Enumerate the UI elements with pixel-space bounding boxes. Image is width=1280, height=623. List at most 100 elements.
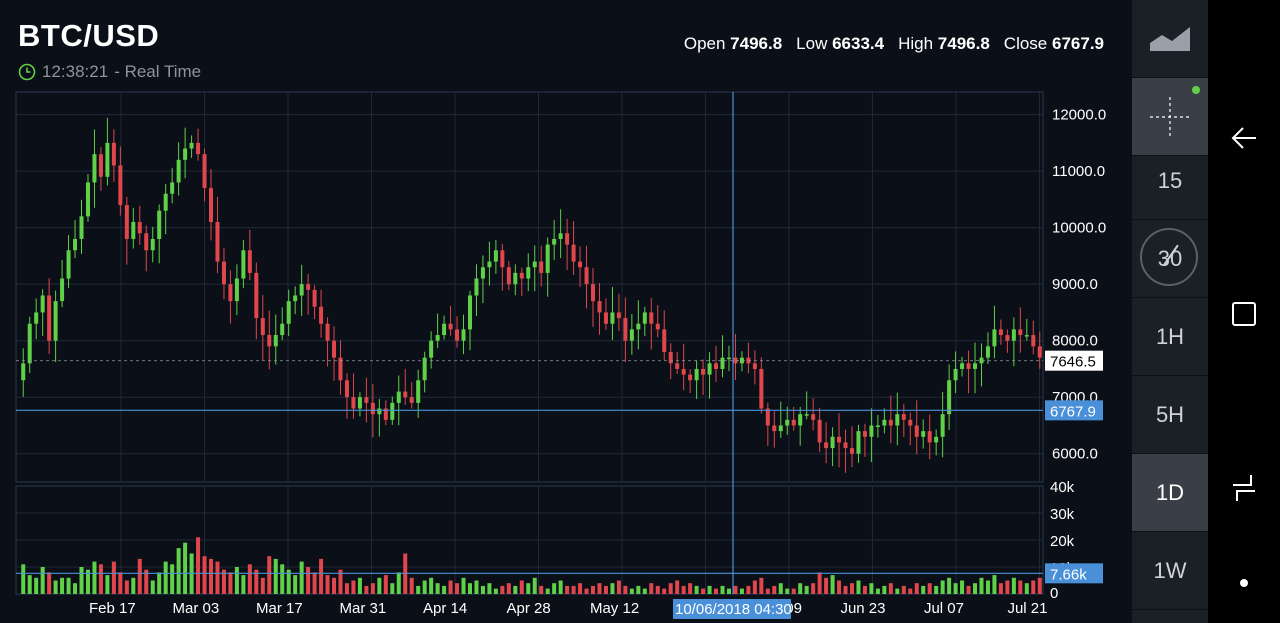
volume-bar [254, 569, 259, 594]
price-tick-label: 6000.0 [1052, 446, 1098, 463]
volume-bar [947, 577, 952, 594]
volume-bar [597, 583, 602, 594]
volume-bar [293, 575, 298, 594]
volume-tick-label: 0 [1050, 585, 1058, 602]
candle-body [1018, 329, 1023, 336]
candle-body [966, 363, 971, 369]
candle-body [526, 267, 531, 279]
volume-bar [118, 572, 123, 594]
volume-bar [558, 580, 563, 594]
volume-bar [1037, 577, 1042, 594]
candle-body [927, 431, 932, 443]
candle-body [798, 414, 803, 426]
home-button[interactable] [1208, 296, 1280, 332]
chart-area[interactable]: 12000.0 11000.0 10000.0 9000.0 8000.0 7000.0 6… [0, 0, 1132, 623]
interval-15[interactable]: 15 [1132, 142, 1208, 220]
price-tick-label: 11000.0 [1052, 163, 1105, 180]
candle-body [183, 148, 188, 160]
volume-bar [280, 564, 285, 594]
nav-dot-button[interactable] [1208, 574, 1280, 592]
candle-body [228, 284, 233, 302]
candle-body [409, 397, 414, 403]
candle-body [759, 368, 764, 409]
volume-bar [105, 575, 110, 594]
interval-30-dial [1140, 228, 1198, 286]
volume-bar [526, 583, 531, 594]
volume-bar [506, 583, 511, 594]
volume-bar [338, 569, 343, 594]
candle-body [144, 233, 149, 251]
volume-bar [357, 577, 362, 594]
time-row: 12:38:21 - Real Time [18, 62, 201, 82]
volume-bar [390, 583, 395, 594]
time-tick-label: Feb 17 [89, 600, 136, 617]
candle-body [286, 301, 291, 324]
current-price-label: 7646.5 [1050, 354, 1096, 371]
candle-body [79, 216, 84, 239]
candle-body [765, 408, 770, 426]
volume-bar [655, 585, 660, 594]
area-chart-icon [1150, 26, 1190, 51]
volume-bar [843, 585, 848, 594]
candle-body [837, 436, 842, 443]
candle-body [895, 414, 900, 426]
volume-bar [759, 577, 764, 594]
chart-type-button[interactable] [1132, 0, 1208, 78]
candle-body [914, 425, 919, 437]
high-value: 7496.8 [937, 34, 990, 53]
volume-bar [927, 583, 932, 594]
volume-bar [202, 556, 207, 594]
price-tick-label: 9000.0 [1052, 276, 1098, 293]
volume-bar [519, 580, 524, 594]
candle-body [908, 419, 913, 426]
candle-body [312, 289, 317, 307]
high-label: High [898, 34, 934, 53]
candle-body [506, 267, 511, 285]
volume-bar [474, 580, 479, 594]
crosshair-button[interactable] [1132, 78, 1208, 156]
candle-body [973, 363, 978, 369]
volume-bar [319, 558, 324, 594]
crosshair-date-label: 10/06/2018 04:30 [675, 601, 792, 618]
crosshair-price-box [1045, 400, 1103, 421]
volume-bar [888, 583, 893, 594]
candle-body [247, 250, 252, 273]
volume-bar [27, 575, 32, 594]
current-price-box [1045, 350, 1103, 371]
volume-bar [66, 577, 71, 594]
candle-body [610, 312, 615, 324]
volume-bar [733, 585, 738, 594]
candle-body [306, 284, 311, 290]
candle-body [267, 335, 272, 347]
interval-1h[interactable]: 1H [1132, 298, 1208, 376]
volume-bar [849, 583, 855, 594]
volume-bar [312, 572, 317, 594]
candle-body [280, 323, 285, 336]
interval-1w[interactable]: 1W [1132, 532, 1208, 610]
volume-bar [1018, 580, 1023, 594]
close-value: 6767.9 [1052, 34, 1104, 53]
recents-button[interactable] [1208, 468, 1280, 508]
candle-body [47, 295, 52, 341]
volume-bar [455, 583, 460, 594]
price-chart[interactable]: 12000.011000.010000.09000.08000.07000.06… [0, 0, 1132, 623]
time-tick-label: Apr 28 [506, 600, 550, 617]
volume-bar [351, 580, 356, 594]
open-value: 7496.8 [730, 34, 783, 53]
volume-bar [85, 569, 90, 594]
candle-body [519, 272, 524, 279]
candle-body [344, 380, 349, 398]
candle-body [124, 205, 129, 239]
back-button[interactable] [1208, 118, 1280, 158]
volume-bar [862, 585, 867, 594]
volume-bar [979, 577, 984, 594]
open-label: Open [683, 34, 726, 53]
system-navbar [1208, 0, 1280, 623]
interval-5h[interactable]: 5H [1132, 376, 1208, 454]
candle-body [804, 414, 809, 416]
candle-body [241, 250, 246, 279]
interval-1d[interactable]: 1D [1132, 454, 1208, 532]
interval-30[interactable]: 30 [1132, 220, 1208, 298]
volume-bar [804, 585, 809, 594]
candle-body [455, 329, 460, 341]
